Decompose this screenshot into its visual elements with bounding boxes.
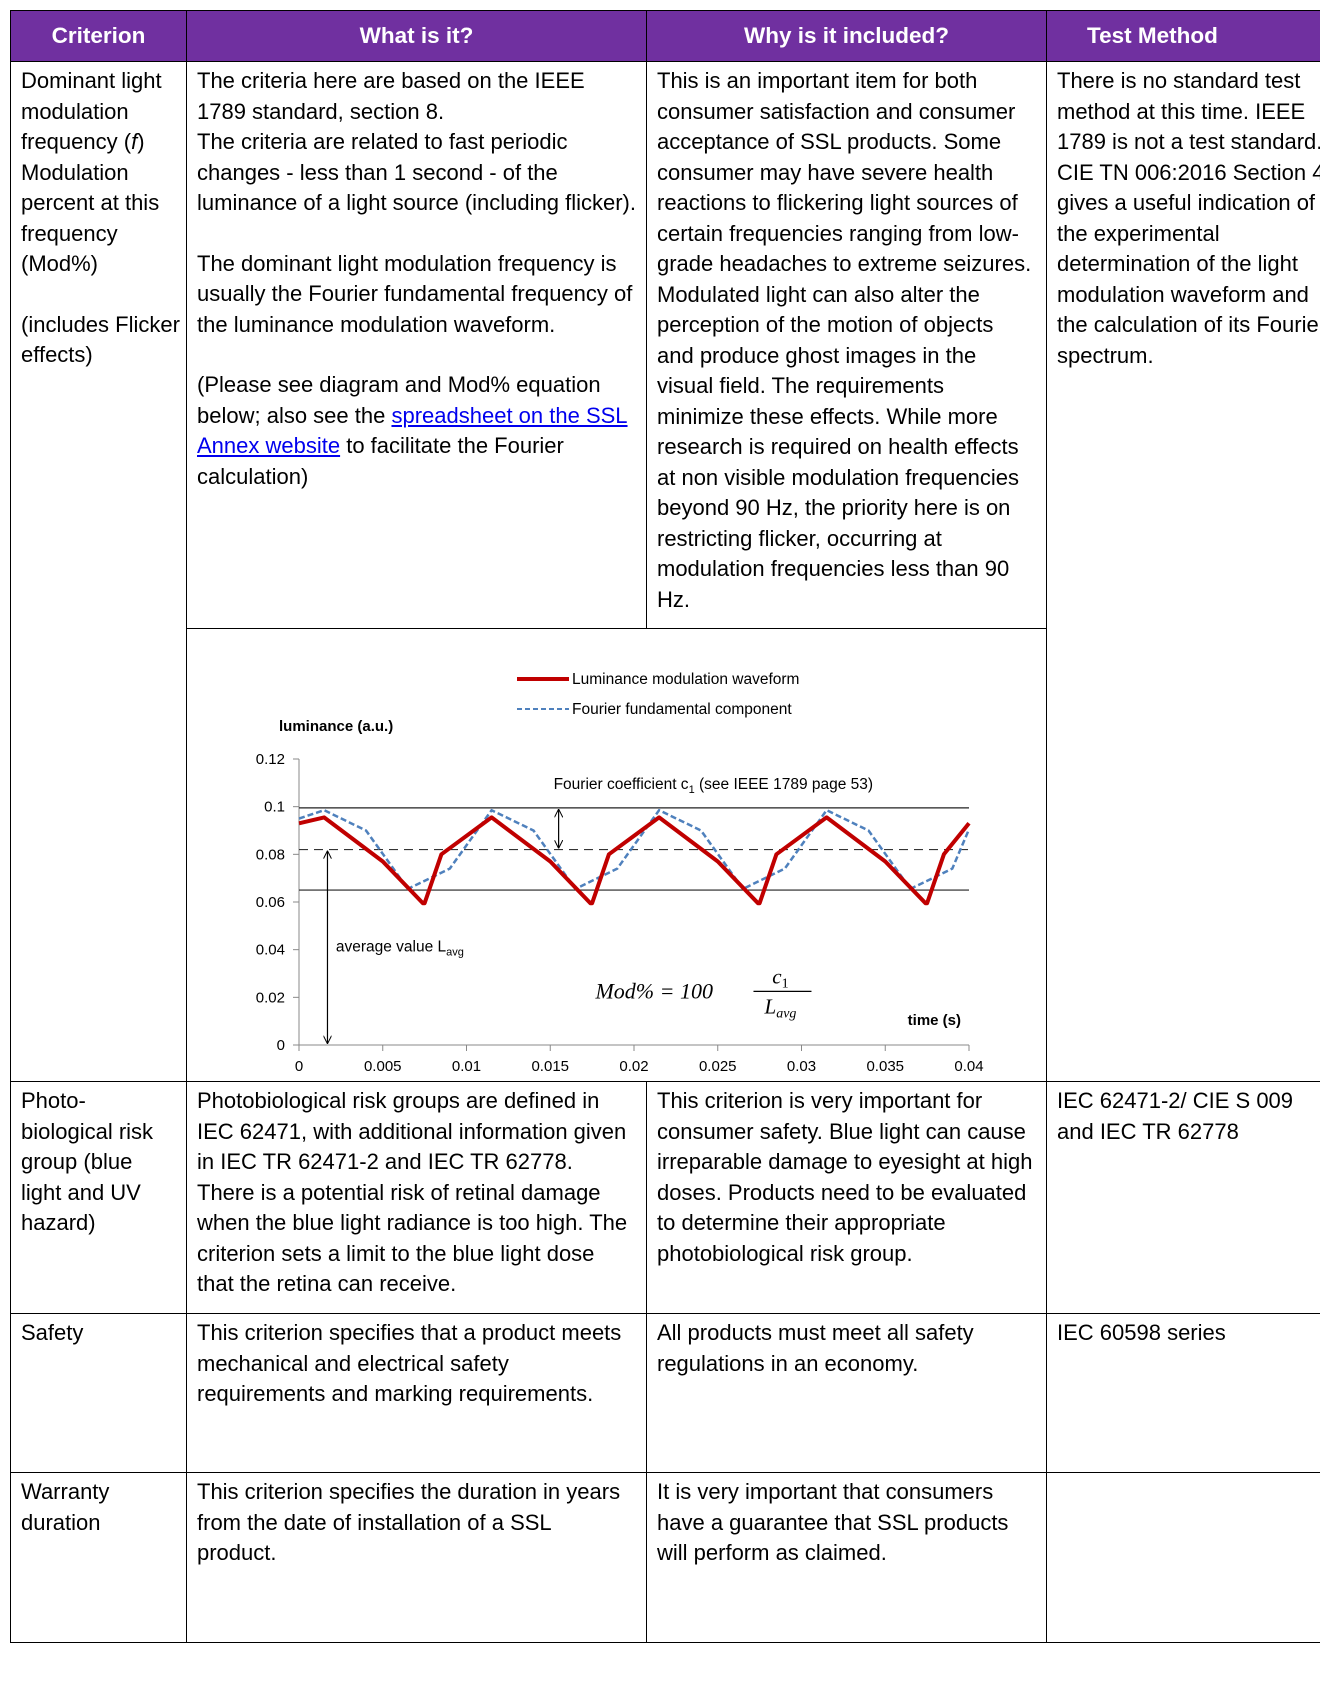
x-tick-label: 0.015 bbox=[531, 1058, 569, 1075]
criterion-cell: Safety bbox=[10, 1313, 187, 1473]
legend-waveform-label: Luminance modulation waveform bbox=[572, 671, 799, 688]
what-paragraph: The criteria here are based on the IEEE … bbox=[197, 68, 585, 124]
what-paragraph: (Please see diagram and Mod% equation be… bbox=[197, 372, 628, 489]
why-cell: This is an important item for both consu… bbox=[646, 61, 1047, 629]
y-tick-label: 0 bbox=[277, 1037, 285, 1054]
what-cell: Photobiological risk groups are defined … bbox=[186, 1081, 647, 1314]
criterion-cell: Photo-biological risk group (blue light … bbox=[10, 1081, 187, 1314]
table-row: Safety This criterion specifies that a p… bbox=[10, 1313, 1320, 1473]
y-tick-label: 0.02 bbox=[256, 989, 285, 1006]
formula-numerator: c1 bbox=[772, 964, 788, 991]
test-cell: There is no standard test method at this… bbox=[1046, 61, 1320, 1082]
x-tick-label: 0 bbox=[295, 1058, 303, 1075]
test-text: There is no standard test method at this… bbox=[1057, 68, 1320, 154]
y-tick-label: 0.06 bbox=[256, 894, 285, 911]
test-cell bbox=[1046, 1472, 1320, 1643]
legend-fourier-label: Fourier fundamental component bbox=[572, 701, 792, 718]
criteria-table: Criterion What is it? Why is it included… bbox=[10, 10, 1320, 1643]
criterion-note: (includes Flicker effects) bbox=[21, 311, 180, 368]
criterion-text: Dominant light modulation frequency (f) … bbox=[21, 68, 162, 276]
header-criterion: Criterion bbox=[10, 10, 187, 62]
x-tick-label: 0.035 bbox=[866, 1058, 904, 1075]
x-tick-label: 0.02 bbox=[619, 1058, 648, 1075]
chart-cell: 0 0.02 0.04 0.06 0.08 0.1 0.12 0 0.005 0.01 0.015 0… bbox=[186, 628, 1047, 1082]
criterion-cell: Dominant light modulation frequency (f) … bbox=[10, 61, 187, 1082]
coefficient-annotation: Fourier coefficient c1 (see IEEE 1789 pa… bbox=[554, 776, 873, 796]
fourier-component-line bbox=[298, 808, 971, 891]
formula-lhs: Mod% = 100 bbox=[594, 978, 713, 1003]
what-cell: This criterion specifies that a product … bbox=[186, 1313, 647, 1473]
header-what: What is it? bbox=[186, 10, 647, 62]
header-row: Criterion What is it? Why is it included… bbox=[10, 10, 1320, 62]
x-tick-label: 0.04 bbox=[954, 1058, 983, 1075]
why-cell: This criterion is very important for con… bbox=[646, 1081, 1047, 1314]
x-tick-label: 0.03 bbox=[787, 1058, 816, 1075]
test-cell: IEC 60598 series bbox=[1046, 1313, 1320, 1473]
what-cell: This criterion specifies the duration in… bbox=[186, 1472, 647, 1643]
x-tick-label: 0.005 bbox=[364, 1058, 402, 1075]
table-row: Warranty duration This criterion specifi… bbox=[10, 1472, 1320, 1643]
criterion-cell: Warranty duration bbox=[10, 1472, 187, 1643]
x-tick-label: 0.01 bbox=[452, 1058, 481, 1075]
header-why: Why is it included? bbox=[646, 10, 1047, 62]
y-tick-label: 0.04 bbox=[256, 942, 285, 959]
chart-row: 0 0.02 0.04 0.06 0.08 0.1 0.12 0 0.005 0.01 0.015 0… bbox=[11, 628, 1320, 1082]
test-cell: IEC 62471-2/ CIE S 009 and IEC TR 62778 bbox=[1046, 1081, 1320, 1314]
test-text: CIE TN 006:2016 Section 4 gives a useful… bbox=[1057, 159, 1320, 368]
luminance-waveform-line bbox=[298, 815, 971, 906]
y-tick-label: 0.12 bbox=[256, 751, 285, 768]
y-tick-label: 0.08 bbox=[256, 846, 285, 863]
x-tick-label: 0.025 bbox=[699, 1058, 737, 1075]
spreadsheet-link[interactable]: spreadsheet on the SSL Annex website bbox=[197, 402, 628, 459]
what-cell: The criteria here are based on the IEEE … bbox=[186, 61, 647, 629]
table-row: Photo-biological risk group (blue light … bbox=[10, 1081, 1320, 1314]
table-row: Dominant light modulation frequency (f) … bbox=[10, 61, 1320, 1082]
y-tick-label: 0.1 bbox=[264, 799, 285, 816]
formula-denominator: Lavg bbox=[764, 994, 797, 1021]
average-annotation: average value Lavg bbox=[336, 938, 464, 958]
why-cell: All products must meet all safety regula… bbox=[646, 1313, 1047, 1473]
header-test-method: Test Method bbox=[1046, 10, 1320, 62]
what-paragraph: The dominant light modulation frequency … bbox=[197, 250, 633, 337]
y-axis-label: luminance (a.u.) bbox=[279, 718, 393, 735]
flicker-chart: 0 0.02 0.04 0.06 0.08 0.1 0.12 0 0.005 0.01 0.015 0… bbox=[256, 671, 984, 1075]
what-paragraph: The criteria are related to fast periodi… bbox=[197, 129, 636, 215]
why-cell: It is very important that consumers have… bbox=[646, 1472, 1047, 1643]
x-axis-label: time (s) bbox=[908, 1012, 961, 1029]
